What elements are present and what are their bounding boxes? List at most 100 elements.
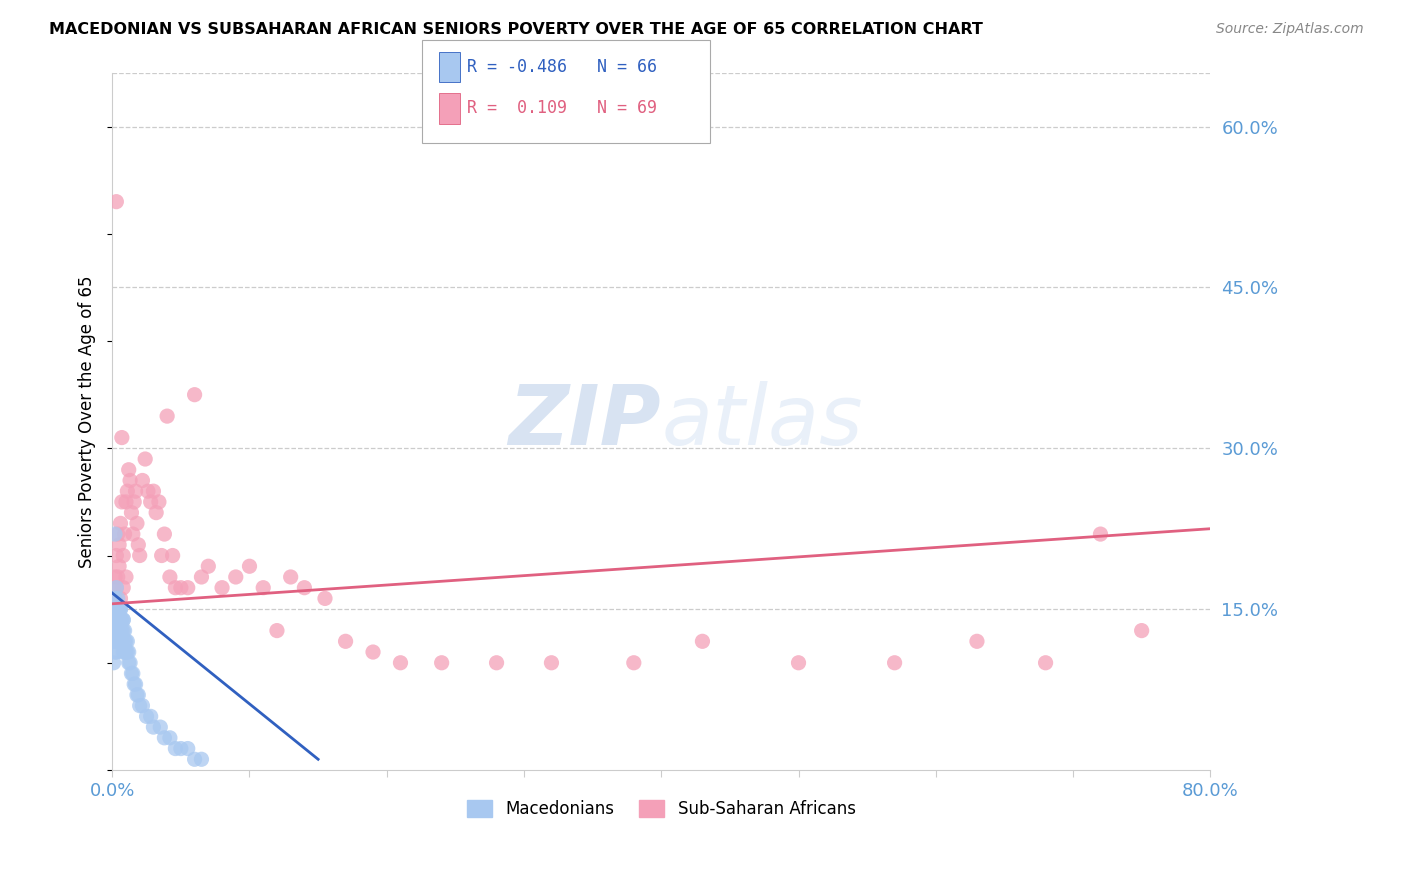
Point (124, 484, 146, 499)
Point (103, 634, 125, 648)
Point (108, 634, 131, 648)
Point (121, 666, 143, 681)
Point (430, 656, 453, 670)
Point (105, 602, 128, 616)
Point (266, 624, 288, 638)
Point (162, 549, 184, 563)
Point (294, 581, 316, 595)
Point (104, 634, 127, 648)
Point (211, 581, 233, 595)
Point (183, 752, 205, 766)
Point (127, 538, 149, 552)
Point (118, 645, 141, 659)
Point (104, 527, 127, 541)
Point (692, 634, 714, 648)
Point (104, 613, 127, 627)
Point (1090, 527, 1112, 541)
Point (111, 613, 134, 627)
Point (177, 581, 200, 595)
Point (966, 634, 988, 648)
Point (389, 656, 412, 670)
Text: R = -0.486   N = 66: R = -0.486 N = 66 (467, 58, 657, 76)
Point (105, 645, 128, 659)
Point (114, 527, 136, 541)
Y-axis label: Seniors Poverty Over the Age of 65: Seniors Poverty Over the Age of 65 (79, 276, 96, 567)
Point (170, 581, 193, 595)
Point (139, 495, 162, 509)
Point (120, 474, 142, 488)
Point (170, 741, 193, 756)
Point (107, 602, 129, 616)
Point (104, 591, 127, 606)
Point (108, 624, 131, 638)
Point (115, 495, 138, 509)
Point (1035, 656, 1057, 670)
Point (361, 645, 384, 659)
Point (142, 484, 165, 499)
Point (121, 527, 143, 541)
Point (623, 656, 645, 670)
Point (103, 581, 125, 595)
Legend: Macedonians, Sub-Saharan Africans: Macedonians, Sub-Saharan Africans (460, 793, 862, 824)
Point (787, 656, 810, 670)
Point (122, 495, 145, 509)
Point (117, 634, 139, 648)
Point (105, 581, 128, 595)
Point (238, 559, 260, 574)
Point (153, 527, 176, 541)
Point (112, 581, 135, 595)
Point (540, 656, 562, 670)
Point (153, 731, 176, 745)
Point (108, 538, 131, 552)
Point (127, 688, 149, 702)
Point (124, 677, 146, 691)
Point (117, 645, 139, 659)
Point (111, 624, 134, 638)
Point (120, 656, 142, 670)
Point (112, 613, 135, 627)
Point (108, 613, 131, 627)
Point (111, 431, 134, 445)
Point (112, 549, 135, 563)
Point (183, 387, 205, 401)
Point (110, 602, 132, 616)
Point (120, 506, 142, 520)
Point (149, 720, 172, 734)
Point (190, 570, 212, 584)
Point (111, 495, 134, 509)
Text: ZIP: ZIP (509, 381, 661, 462)
Point (112, 624, 135, 638)
Point (128, 549, 150, 563)
Point (104, 645, 127, 659)
Point (125, 688, 148, 702)
Point (120, 666, 142, 681)
Point (335, 634, 357, 648)
Point (108, 602, 131, 616)
Point (485, 656, 508, 670)
Point (118, 656, 141, 670)
Point (112, 645, 135, 659)
Point (314, 591, 336, 606)
Point (112, 613, 135, 627)
Point (107, 624, 129, 638)
Point (114, 645, 136, 659)
Point (110, 634, 132, 648)
Point (105, 549, 128, 563)
Point (136, 484, 159, 499)
Point (139, 709, 162, 723)
Point (134, 452, 156, 467)
Point (103, 656, 125, 670)
Point (177, 741, 200, 756)
Point (115, 570, 138, 584)
Point (252, 581, 274, 595)
Point (107, 634, 129, 648)
Point (110, 591, 132, 606)
Point (103, 613, 125, 627)
Point (108, 559, 131, 574)
Point (1130, 624, 1153, 638)
Point (118, 463, 141, 477)
Point (122, 677, 145, 691)
Point (115, 634, 138, 648)
Text: MACEDONIAN VS SUBSAHARAN AFRICAN SENIORS POVERTY OVER THE AGE OF 65 CORRELATION : MACEDONIAN VS SUBSAHARAN AFRICAN SENIORS… (49, 22, 983, 37)
Point (110, 602, 132, 616)
